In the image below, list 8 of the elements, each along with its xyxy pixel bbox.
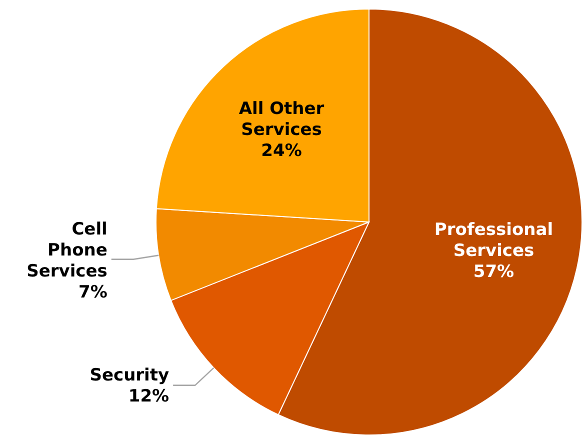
slice-label: Cell Phone Services	[26, 219, 108, 282]
data-label: 7%	[78, 282, 108, 302]
data-label: 24%	[261, 140, 302, 161]
data-label: 57%	[473, 262, 514, 282]
data-label: 12%	[128, 386, 170, 406]
slice-label: Security	[90, 365, 170, 386]
slice-label: Professional Services	[434, 220, 554, 261]
slice-label: All Other Services	[238, 98, 325, 140]
